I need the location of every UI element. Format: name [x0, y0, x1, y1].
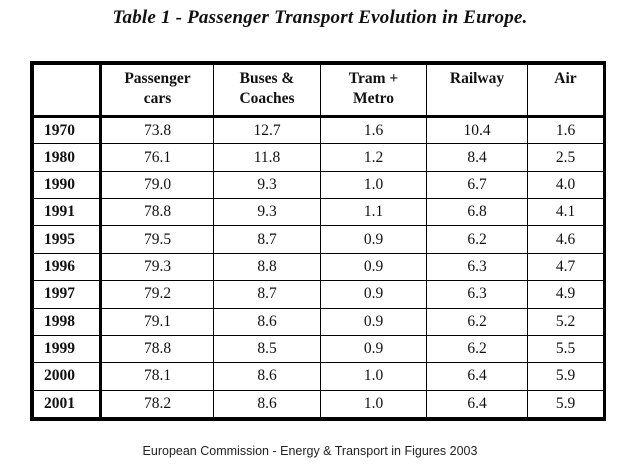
- table-title: Table 1 - Passenger Transport Evolution …: [112, 7, 528, 28]
- cell-buses-coaches: 8.5: [213, 334, 321, 364]
- header-cell-passenger-cars: Passenger cars: [100, 64, 214, 118]
- table-row: 1995 79.5 8.7 0.9 6.2 4.6: [33, 225, 604, 254]
- cell-air: 5.9: [527, 362, 604, 391]
- cell-buses-coaches: 12.7: [213, 115, 321, 145]
- cell-railway: 6.7: [426, 170, 528, 200]
- cell-tram-metro: 0.9: [320, 334, 427, 364]
- cell-passenger-cars: 79.0: [100, 170, 214, 200]
- table-row: 1980 76.1 11.8 1.2 8.4 2.5: [33, 143, 604, 172]
- cell-air: 4.6: [527, 225, 604, 254]
- table-row: 1996 79.3 8.8 0.9 6.3 4.7: [33, 252, 604, 282]
- cell-railway: 6.3: [426, 252, 528, 282]
- cell-year: 1990: [33, 170, 102, 200]
- cell-passenger-cars: 79.3: [100, 252, 214, 282]
- header-cell-tram-metro: Tram + Metro: [320, 64, 427, 118]
- cell-buses-coaches: 8.8: [213, 252, 321, 282]
- cell-air: 5.9: [527, 389, 604, 419]
- cell-passenger-cars: 78.8: [100, 334, 214, 364]
- cell-tram-metro: 0.9: [320, 252, 427, 282]
- header-cell-buses-coaches: Buses & Coaches: [213, 64, 321, 118]
- cell-year: 1996: [33, 252, 102, 282]
- cell-buses-coaches: 8.7: [213, 280, 321, 309]
- cell-year: 1980: [33, 143, 102, 172]
- cell-passenger-cars: 79.1: [100, 307, 214, 336]
- cell-tram-metro: 1.1: [320, 198, 427, 227]
- cell-passenger-cars: 76.1: [100, 143, 214, 172]
- table-row: 2001 78.2 8.6 1.0 6.4 5.9: [33, 389, 604, 419]
- cell-air: 4.1: [527, 198, 604, 227]
- cell-tram-metro: 1.6: [320, 115, 427, 145]
- cell-tram-metro: 0.9: [320, 307, 427, 336]
- table-row: 1999 78.8 8.5 0.9 6.2 5.5: [33, 334, 604, 364]
- cell-railway: 10.4: [426, 115, 528, 145]
- cell-passenger-cars: 78.1: [100, 362, 214, 391]
- cell-buses-coaches: 9.3: [213, 170, 321, 200]
- cell-air: 5.5: [527, 334, 604, 364]
- cell-railway: 6.2: [426, 225, 528, 254]
- cell-buses-coaches: 8.7: [213, 225, 321, 254]
- cell-year: 1995: [33, 225, 102, 254]
- cell-passenger-cars: 79.5: [100, 225, 214, 254]
- cell-tram-metro: 1.0: [320, 362, 427, 391]
- table-row: 1998 79.1 8.6 0.9 6.2 5.2: [33, 307, 604, 336]
- table-row: 1991 78.8 9.3 1.1 6.8 4.1: [33, 198, 604, 227]
- cell-year: 2000: [33, 362, 102, 391]
- table-frame: Passenger cars Buses & Coaches Tram + Me…: [30, 61, 606, 421]
- cell-passenger-cars: 79.2: [100, 280, 214, 309]
- cell-air: 4.9: [527, 280, 604, 309]
- cell-buses-coaches: 9.3: [213, 198, 321, 227]
- cell-year: 1970: [33, 115, 102, 145]
- cell-year: 1998: [33, 307, 102, 336]
- cell-buses-coaches: 8.6: [213, 362, 321, 391]
- cell-passenger-cars: 73.8: [100, 115, 214, 145]
- cell-air: 4.7: [527, 252, 604, 282]
- header-cell-railway: Railway: [426, 64, 528, 118]
- cell-tram-metro: 0.9: [320, 280, 427, 309]
- header-row: Passenger cars Buses & Coaches Tram + Me…: [33, 64, 604, 118]
- cell-passenger-cars: 78.2: [100, 389, 214, 419]
- cell-buses-coaches: 11.8: [213, 143, 321, 172]
- cell-year: 2001: [33, 389, 102, 419]
- header-cell-year: [33, 64, 102, 118]
- table-row: 1970 73.8 12.7 1.6 10.4 1.6: [33, 115, 604, 145]
- cell-buses-coaches: 8.6: [213, 389, 321, 419]
- cell-tram-metro: 1.0: [320, 389, 427, 419]
- cell-railway: 6.3: [426, 280, 528, 309]
- source-caption: European Commission - Energy & Transport…: [142, 444, 478, 458]
- table-row: 2000 78.1 8.6 1.0 6.4 5.9: [33, 362, 604, 391]
- cell-railway: 6.4: [426, 389, 528, 419]
- table-row: 1997 79.2 8.7 0.9 6.3 4.9: [33, 280, 604, 309]
- cell-tram-metro: 1.2: [320, 143, 427, 172]
- cell-buses-coaches: 8.6: [213, 307, 321, 336]
- cell-air: 4.0: [527, 170, 604, 200]
- cell-air: 5.2: [527, 307, 604, 336]
- cell-tram-metro: 1.0: [320, 170, 427, 200]
- cell-passenger-cars: 78.8: [100, 198, 214, 227]
- cell-railway: 6.2: [426, 334, 528, 364]
- cell-railway: 6.2: [426, 307, 528, 336]
- cell-railway: 6.8: [426, 198, 528, 227]
- cell-year: 1999: [33, 334, 102, 364]
- passenger-transport-table: Passenger cars Buses & Coaches Tram + Me…: [33, 64, 604, 419]
- cell-year: 1991: [33, 198, 102, 227]
- table-row: 1990 79.0 9.3 1.0 6.7 4.0: [33, 170, 604, 200]
- header-cell-air: Air: [527, 64, 604, 118]
- cell-railway: 6.4: [426, 362, 528, 391]
- cell-air: 1.6: [527, 115, 604, 145]
- cell-railway: 8.4: [426, 143, 528, 172]
- cell-air: 2.5: [527, 143, 604, 172]
- table-body: 1970 73.8 12.7 1.6 10.4 1.6 1980 76.1 11.8 1.2 8.4…: [33, 115, 604, 419]
- cell-year: 1997: [33, 280, 102, 309]
- cell-tram-metro: 0.9: [320, 225, 427, 254]
